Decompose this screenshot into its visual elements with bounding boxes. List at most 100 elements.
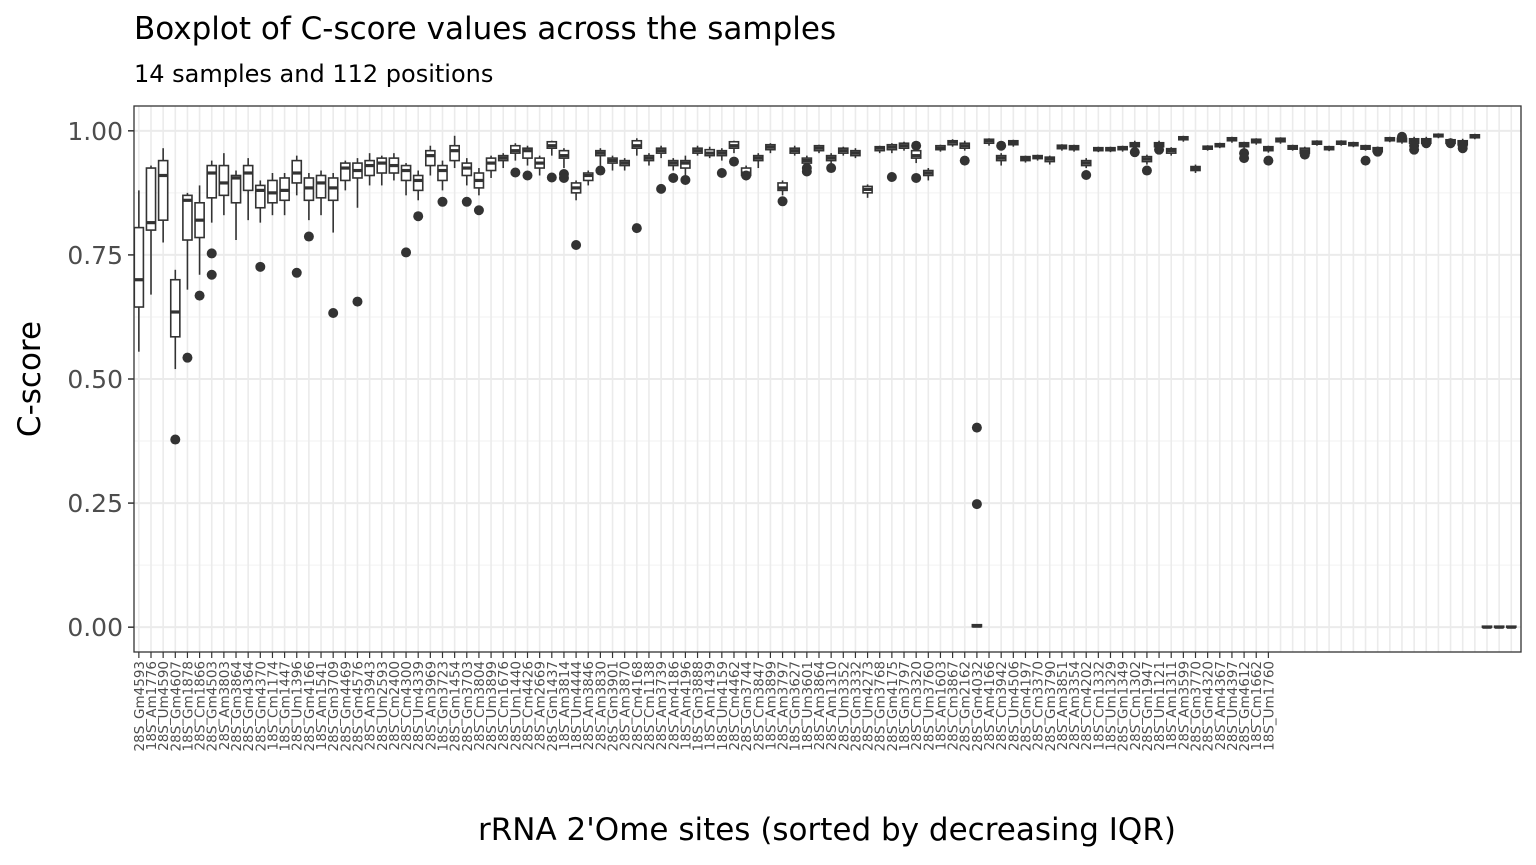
box-iqr [182, 194, 193, 241]
x-tick-label: 28S_Gm4166 [302, 661, 318, 751]
outlier-point [1360, 155, 1371, 166]
outlier-point [413, 211, 424, 222]
y-axis-title: C-score [12, 321, 48, 437]
x-tick-label: 28S_Cm4462 [727, 661, 743, 750]
box-58 [837, 146, 849, 156]
outlier-point [1129, 147, 1140, 158]
x-tick-label: 28S_Um4506 [1006, 661, 1022, 751]
outlier-point [1421, 138, 1432, 149]
x-tick-label: 18S_Am1439 [703, 661, 719, 750]
box-15 [315, 170, 327, 216]
box-49 [728, 140, 740, 167]
box-108 [1445, 138, 1456, 149]
box-44 [667, 158, 679, 183]
x-tick-label: 28S_Am3846 [581, 661, 597, 750]
box-97 [1311, 140, 1323, 146]
box-iqr [522, 147, 533, 159]
x-tick-label: 28S_Am4166 [982, 661, 998, 750]
box-21 [388, 153, 400, 181]
box-39 [607, 155, 618, 171]
outlier-point [170, 434, 181, 445]
box-85 [1165, 147, 1177, 156]
box-50 [740, 165, 752, 181]
x-tick-label: 28S_Cm1302 [1128, 661, 1144, 750]
outlier-point [546, 172, 557, 183]
box-17 [339, 160, 351, 191]
x-tick-label: 28S_Gm4576 [350, 661, 366, 751]
x-tick-label: 28S_Gm2162 [958, 661, 974, 751]
box-7 [218, 153, 230, 216]
box-20 [376, 155, 388, 186]
x-tick-label: 28S_Am3739 [654, 661, 670, 750]
box-iqr [133, 226, 145, 308]
box-55 [801, 155, 813, 177]
x-axis: 28S_Gm459318S_Am177628S_Um459028S_Gm4607… [132, 652, 1277, 751]
box-iqr [315, 174, 327, 199]
x-tick-label: 28S_Um3760 [921, 661, 937, 751]
outlier-point [971, 499, 982, 510]
x-tick-label: 18S_Um1760 [1261, 661, 1277, 751]
box-89 [1214, 142, 1226, 149]
x-tick-label: 28S_Gm3703 [460, 661, 476, 751]
box-90 [1226, 136, 1238, 143]
x-tick-label: 28S_Gm4032 [970, 661, 986, 751]
outlier-point [1396, 131, 1407, 142]
x-tick-label: 28S_Am2669 [533, 661, 549, 750]
box-10 [254, 180, 266, 272]
box-109 [1457, 138, 1469, 154]
x-tick-label: 28S_Am3870 [618, 661, 634, 750]
box-82 [1129, 140, 1141, 158]
box-74 [1032, 154, 1043, 161]
x-tick-label: 18S_Um4444 [569, 661, 585, 751]
box-iqr [437, 164, 448, 182]
x-tick-label: 28S_Am3830 [593, 661, 609, 750]
chart-subtitle: 14 samples and 112 positions [134, 60, 493, 88]
box-27 [461, 158, 473, 207]
x-tick-label: 28S_Gm1349 [1116, 661, 1132, 751]
box-48 [716, 148, 728, 179]
x-tick-label: 28S_Am3969 [423, 661, 439, 750]
box-40 [619, 158, 631, 171]
x-tick-label: 28S_Gm3768 [873, 661, 889, 751]
box-19 [364, 153, 375, 186]
outlier-point [668, 172, 679, 183]
x-tick-label: 28S_Cm3847 [751, 661, 767, 750]
box-iqr [412, 174, 424, 192]
box-71 [995, 140, 1007, 166]
x-tick-label: 28S_Gm3709 [326, 661, 342, 751]
outlier-point [959, 155, 970, 166]
x-axis-title: rRNA 2'Ome sites (sorted by decreasing I… [478, 812, 1176, 848]
box-69 [971, 422, 983, 628]
outlier-point [826, 163, 837, 174]
x-tick-label: 28S_Am1310 [824, 661, 840, 750]
box-iqr [424, 149, 436, 167]
outlier-point [680, 174, 691, 185]
box-57 [825, 153, 837, 174]
x-tick-label: 28S_Um4273 [861, 661, 877, 751]
box-13 [291, 155, 303, 278]
box-53 [777, 180, 788, 207]
outlier-point [1457, 143, 1468, 154]
x-tick-label: 18S_Cm1332 [1091, 661, 1107, 750]
x-tick-label: 28S_Cm1138 [642, 661, 658, 750]
box-113 [1505, 625, 1517, 629]
x-tick-label: 28S_Gm4197 [1018, 661, 1034, 751]
outlier-point [1445, 138, 1456, 149]
outlier-point [303, 231, 314, 242]
x-tick-label: 18S_Cm1662 [1249, 661, 1265, 750]
x-tick-label: 28S_Am4186 [666, 661, 682, 750]
grid-major [134, 106, 1521, 652]
box-iqr [157, 159, 169, 221]
x-tick-label: 18S_Cm1174 [265, 661, 281, 750]
x-tick-label: 28S_Am3354 [1067, 661, 1083, 750]
y-axis: 0.00 0.25 0.50 0.75 1.00 [67, 117, 134, 642]
box-8 [230, 170, 242, 241]
box-70 [983, 138, 995, 146]
x-tick-label: 18S_Am3899 [763, 661, 779, 750]
x-tick-label: 28S_Am3851 [1055, 661, 1071, 750]
x-tick-label: 18S_Um4159 [715, 661, 731, 751]
box-26 [449, 135, 460, 169]
box-25 [437, 160, 448, 207]
x-tick-label: 28S_Gm1454 [448, 661, 464, 751]
x-tick-label: 28S_Gm3744 [739, 661, 755, 751]
